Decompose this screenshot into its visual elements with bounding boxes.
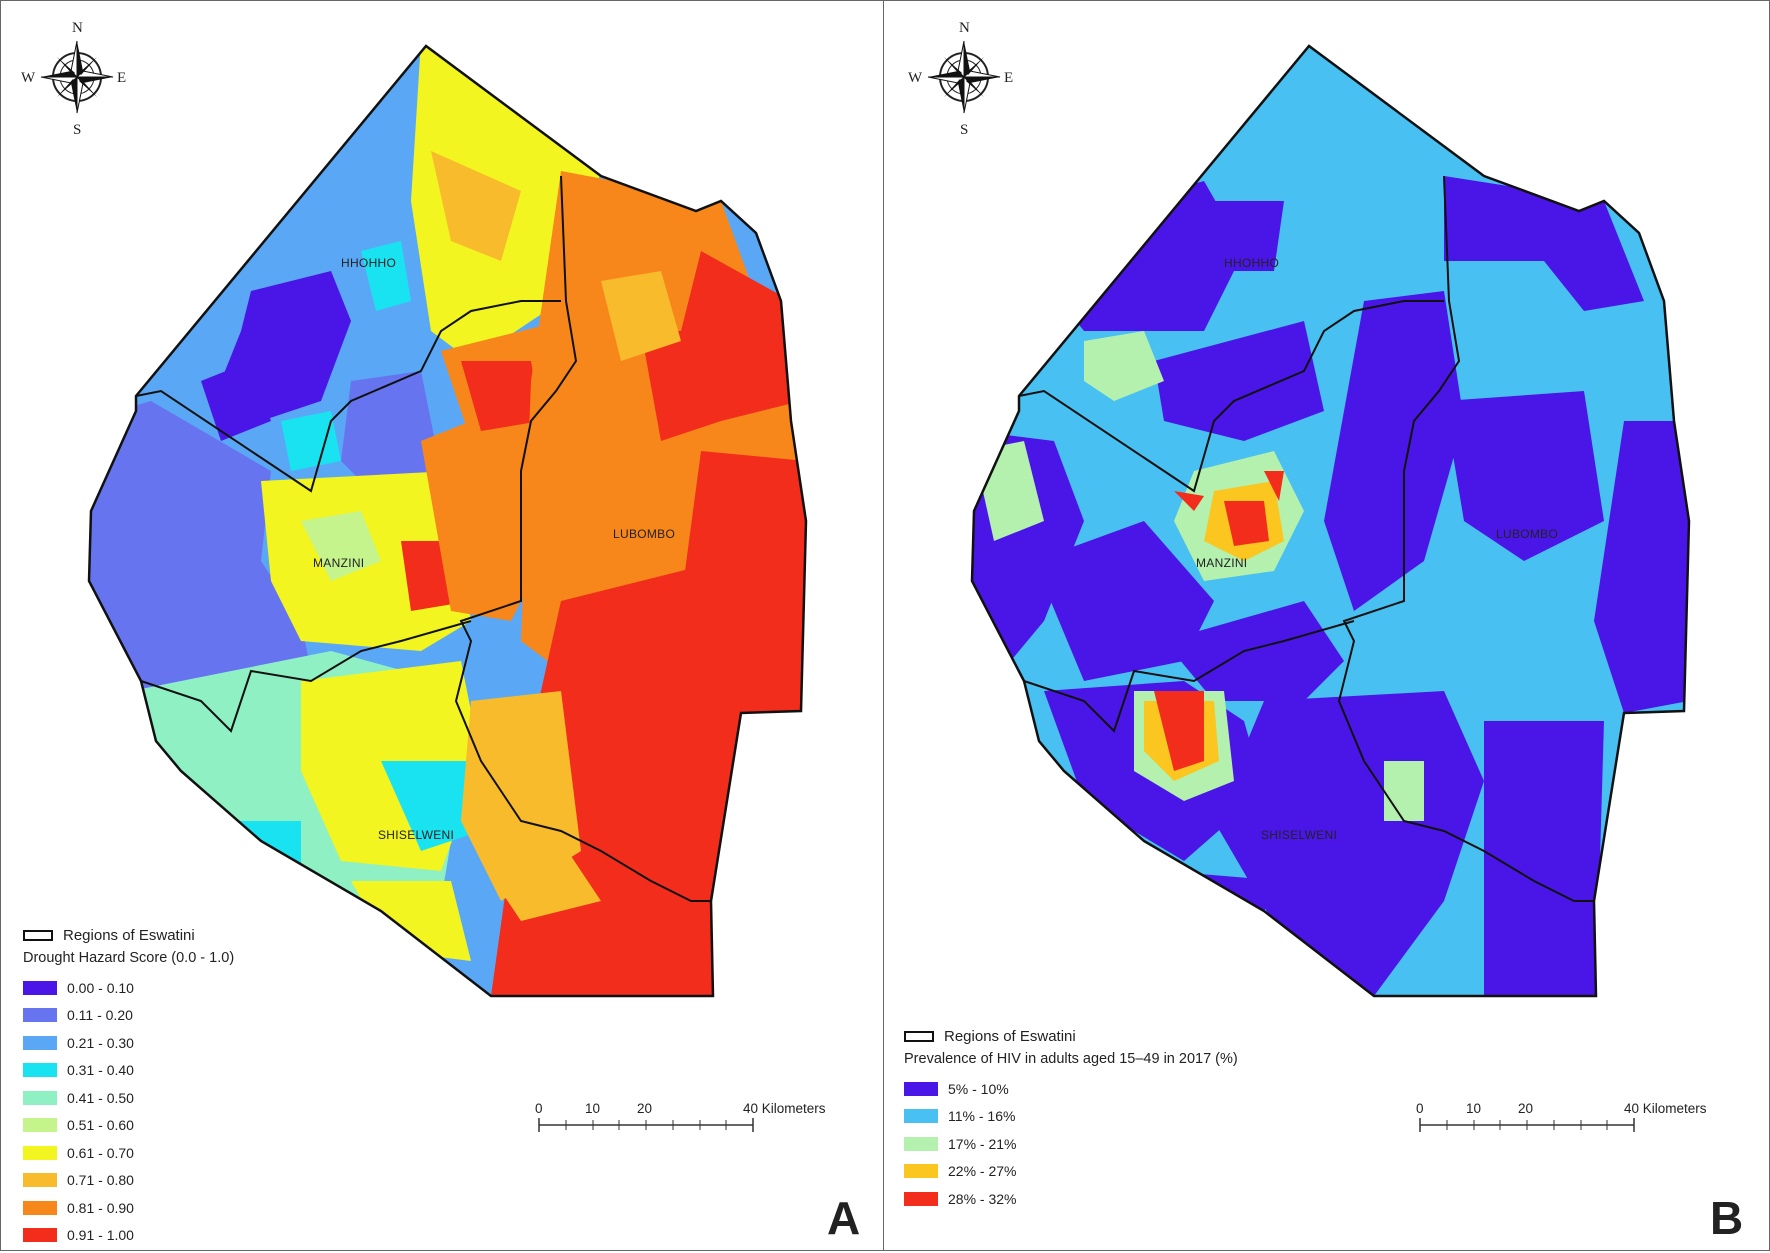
- region-label-lubombo: LUBOMBO: [613, 527, 675, 541]
- panel-letter: B: [1710, 1192, 1744, 1244]
- legend-swatch: [904, 1081, 938, 1096]
- scale-tick-40: 40 Kilometers: [743, 1101, 826, 1116]
- legend-swatch: [23, 980, 57, 995]
- legend-item: 0.31 - 0.40: [23, 1057, 234, 1085]
- legend-swatch: [23, 1200, 57, 1215]
- region-label-hhohho: HHOHHO: [341, 256, 396, 270]
- boundary-swatch-icon: [904, 1031, 934, 1042]
- compass-rose-icon: N S E W: [21, 20, 126, 138]
- legend-swatch: [23, 1118, 57, 1133]
- region-label-manzini: MANZINI: [313, 556, 364, 570]
- legend-item: 5% - 10%: [904, 1075, 1238, 1103]
- legend-boundary-row: Regions of Eswatini: [23, 927, 234, 944]
- legend-swatch: [23, 1228, 57, 1243]
- legend-boundary-label: Regions of Eswatini: [63, 927, 195, 944]
- map-panel-drought: HHOHHO MANZINI LUBOMBO SHISELWENI N S E …: [0, 0, 884, 1251]
- legend-item: 0.00 - 0.10: [23, 974, 234, 1002]
- legend-item-label: 0.31 - 0.40: [67, 1062, 134, 1079]
- region-label-hhohho: HHOHHO: [1224, 256, 1279, 270]
- legend-boundary-label: Regions of Eswatini: [944, 1028, 1076, 1045]
- legend-item-label: 22% - 27%: [948, 1163, 1017, 1180]
- legend-item: 0.61 - 0.70: [23, 1139, 234, 1167]
- region-label-shiselweni: SHISELWENI: [378, 828, 454, 842]
- legend-item-label: 0.81 - 0.90: [67, 1199, 134, 1216]
- legend-title: Prevalence of HIV in adults aged 15–49 i…: [904, 1051, 1238, 1067]
- legend-item-label: 28% - 32%: [948, 1190, 1017, 1207]
- scale-tick-20: 20: [1518, 1101, 1533, 1116]
- drought-hazard-map: HHOHHO MANZINI LUBOMBO SHISELWENI N S E …: [21, 20, 826, 1132]
- legend-swatch: [23, 1090, 57, 1105]
- compass-n: N: [959, 20, 970, 36]
- legend-item-label: 0.71 - 0.80: [67, 1172, 134, 1189]
- scale-bar: 0 10 20 40 Kilometers: [535, 1101, 826, 1132]
- legend-item: 28% - 32%: [904, 1185, 1238, 1213]
- legend-swatch: [904, 1109, 938, 1124]
- legend-drought: Regions of Eswatini Drought Hazard Score…: [23, 927, 234, 1249]
- region-label-shiselweni: SHISELWENI: [1261, 828, 1337, 842]
- legend-item-label: 0.61 - 0.70: [67, 1144, 134, 1161]
- scale-tick-20: 20: [637, 1101, 652, 1116]
- compass-s: S: [960, 122, 968, 138]
- legend-item-label: 0.00 - 0.10: [67, 979, 134, 996]
- compass-rose-icon: N S E W: [908, 20, 1013, 138]
- scale-tick-0: 0: [535, 1101, 543, 1116]
- legend-item: 0.21 - 0.30: [23, 1029, 234, 1057]
- legend-swatch: [23, 1145, 57, 1160]
- compass-e: E: [117, 70, 126, 86]
- legend-item-label: 17% - 21%: [948, 1135, 1017, 1152]
- hiv-prevalence-map: HHOHHO MANZINI LUBOMBO SHISELWENI N S E …: [908, 20, 1707, 1132]
- legend-item: 11% - 16%: [904, 1103, 1238, 1131]
- legend-item: 0.41 - 0.50: [23, 1084, 234, 1112]
- legend-item-label: 0.41 - 0.50: [67, 1089, 134, 1106]
- scale-tick-0: 0: [1416, 1101, 1424, 1116]
- scale-bar: 0 10 20 40 Kilometers: [1416, 1101, 1707, 1132]
- region-label-lubombo: LUBOMBO: [1496, 527, 1558, 541]
- legend-item-label: 0.51 - 0.60: [67, 1117, 134, 1134]
- legend-item: 0.81 - 0.90: [23, 1194, 234, 1222]
- legend-item: 0.71 - 0.80: [23, 1167, 234, 1195]
- scale-tick-40: 40 Kilometers: [1624, 1101, 1707, 1116]
- region-label-manzini: MANZINI: [1196, 556, 1247, 570]
- compass-w: W: [908, 70, 923, 86]
- scale-tick-10: 10: [1466, 1101, 1481, 1116]
- scale-tick-10: 10: [585, 1101, 600, 1116]
- legend-swatch: [23, 1063, 57, 1078]
- legend-boundary-row: Regions of Eswatini: [904, 1028, 1238, 1045]
- legend-swatch: [904, 1164, 938, 1179]
- legend-item: 22% - 27%: [904, 1158, 1238, 1186]
- legend-item: 0.51 - 0.60: [23, 1112, 234, 1140]
- legend-item-label: 5% - 10%: [948, 1080, 1009, 1097]
- legend-swatch: [23, 1173, 57, 1188]
- legend-title: Drought Hazard Score (0.0 - 1.0): [23, 950, 235, 966]
- legend-item: 0.11 - 0.20: [23, 1002, 234, 1030]
- compass-n: N: [72, 20, 83, 36]
- panel-letter: A: [827, 1192, 861, 1244]
- legend-item-label: 0.91 - 1.00: [67, 1227, 134, 1244]
- boundary-swatch-icon: [23, 930, 53, 941]
- legend-item-label: 0.21 - 0.30: [67, 1034, 134, 1051]
- legend-hiv: Regions of Eswatini Prevalence of HIV in…: [904, 1028, 1238, 1213]
- compass-w: W: [21, 70, 36, 86]
- legend-item: 17% - 21%: [904, 1130, 1238, 1158]
- legend-item: 0.91 - 1.00: [23, 1222, 234, 1250]
- legend-swatch: [23, 1008, 57, 1023]
- legend-item-label: 0.11 - 0.20: [67, 1007, 133, 1024]
- legend-item-label: 11% - 16%: [948, 1108, 1016, 1125]
- legend-swatch: [23, 1035, 57, 1050]
- legend-swatch: [904, 1136, 938, 1151]
- compass-s: S: [73, 122, 81, 138]
- map-panel-hiv: HHOHHO MANZINI LUBOMBO SHISELWENI N S E …: [884, 0, 1770, 1251]
- legend-swatch: [904, 1191, 938, 1206]
- compass-e: E: [1004, 70, 1013, 86]
